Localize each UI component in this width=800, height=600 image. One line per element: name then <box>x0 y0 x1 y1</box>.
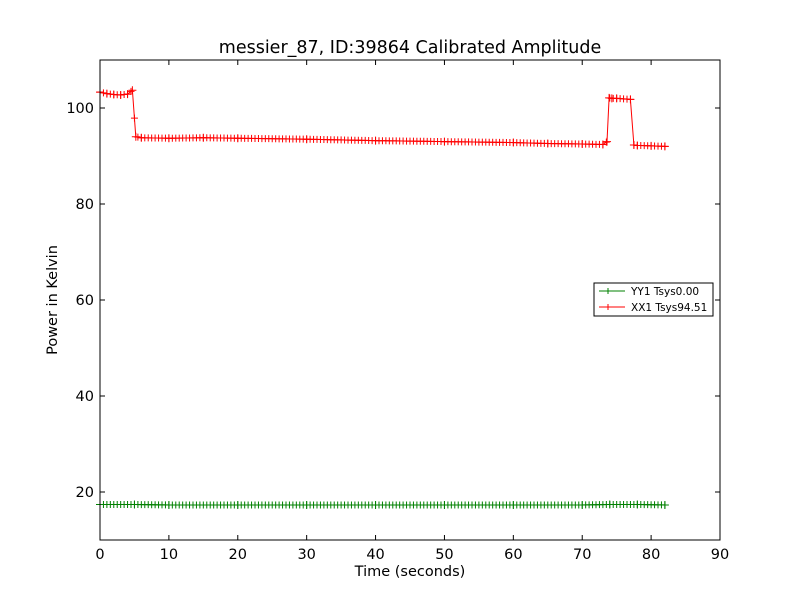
series-marker-1 <box>130 114 138 122</box>
data-point-1 <box>116 91 125 100</box>
data-point-1 <box>109 90 118 99</box>
x-tick-label: 50 <box>435 547 453 563</box>
data-point-0 <box>605 500 614 509</box>
data-point-1 <box>603 137 612 146</box>
data-point-0 <box>233 500 242 509</box>
legend-marker-0 <box>605 288 611 294</box>
legend-label-xx1: XX1 Tsys94.51 <box>631 302 707 314</box>
data-point-1 <box>233 134 242 143</box>
legend: YY1 Tsys0.00 XX1 Tsys94.51 <box>593 282 714 317</box>
y-axis-label: Power in Kelvin <box>45 245 61 355</box>
y-tick-label: 100 <box>66 101 94 117</box>
data-point-1 <box>123 90 132 99</box>
data-point-0 <box>660 500 669 509</box>
data-point-1 <box>371 136 380 145</box>
legend-label-yy1: YY1 Tsys0.00 <box>630 286 699 298</box>
data-point-1 <box>543 139 552 148</box>
data-point-1 <box>598 140 607 149</box>
data-point-1 <box>199 133 208 142</box>
data-point-0 <box>164 500 173 509</box>
chart-title: messier_87, ID:39864 Calibrated Amplitud… <box>219 38 601 58</box>
data-point-1 <box>137 133 146 142</box>
y-tick-label: 60 <box>76 293 94 309</box>
data-point-1 <box>633 141 642 150</box>
data-point-0 <box>371 500 380 509</box>
data-point-1 <box>440 137 449 146</box>
x-tick-label: 40 <box>366 547 384 563</box>
x-tick-label: 30 <box>297 547 315 563</box>
legend-marker-1 <box>605 304 611 310</box>
y-tick-label: 20 <box>76 485 94 501</box>
data-point-0 <box>440 500 449 509</box>
x-tick-label: 0 <box>95 547 104 563</box>
data-point-0 <box>302 500 311 509</box>
data-point-1 <box>131 132 140 141</box>
data-point-0 <box>130 500 139 509</box>
x-tick-label: 90 <box>711 547 729 563</box>
data-point-1 <box>102 89 111 98</box>
data-point-1 <box>612 94 621 103</box>
data-point-1 <box>660 142 669 151</box>
series-marker-1 <box>99 89 107 97</box>
data-point-1 <box>647 141 656 150</box>
data-point-1 <box>578 140 587 148</box>
x-axis-label: Time (seconds) <box>354 564 466 580</box>
data-point-1 <box>302 135 311 144</box>
data-point-1 <box>128 86 137 95</box>
data-point-0 <box>578 500 587 509</box>
data-point-1 <box>626 95 635 104</box>
data-point-1 <box>509 138 518 147</box>
y-tick-label: 40 <box>76 389 94 405</box>
x-tick-label: 10 <box>160 547 178 563</box>
ticks-layer: 0 10 20 30 40 50 60 70 80 90 20 40 60 80 100 <box>66 60 729 563</box>
x-tick-label: 60 <box>504 547 522 563</box>
data-point-1 <box>164 134 173 143</box>
x-tick-label: 70 <box>573 547 591 563</box>
series-layer <box>96 86 669 509</box>
legend-frame <box>593 282 714 317</box>
data-point-0 <box>509 500 518 509</box>
x-tick-label: 80 <box>642 547 660 563</box>
y-tick-label: 80 <box>76 197 94 213</box>
data-point-0 <box>633 500 642 509</box>
x-tick-label: 20 <box>229 547 247 563</box>
